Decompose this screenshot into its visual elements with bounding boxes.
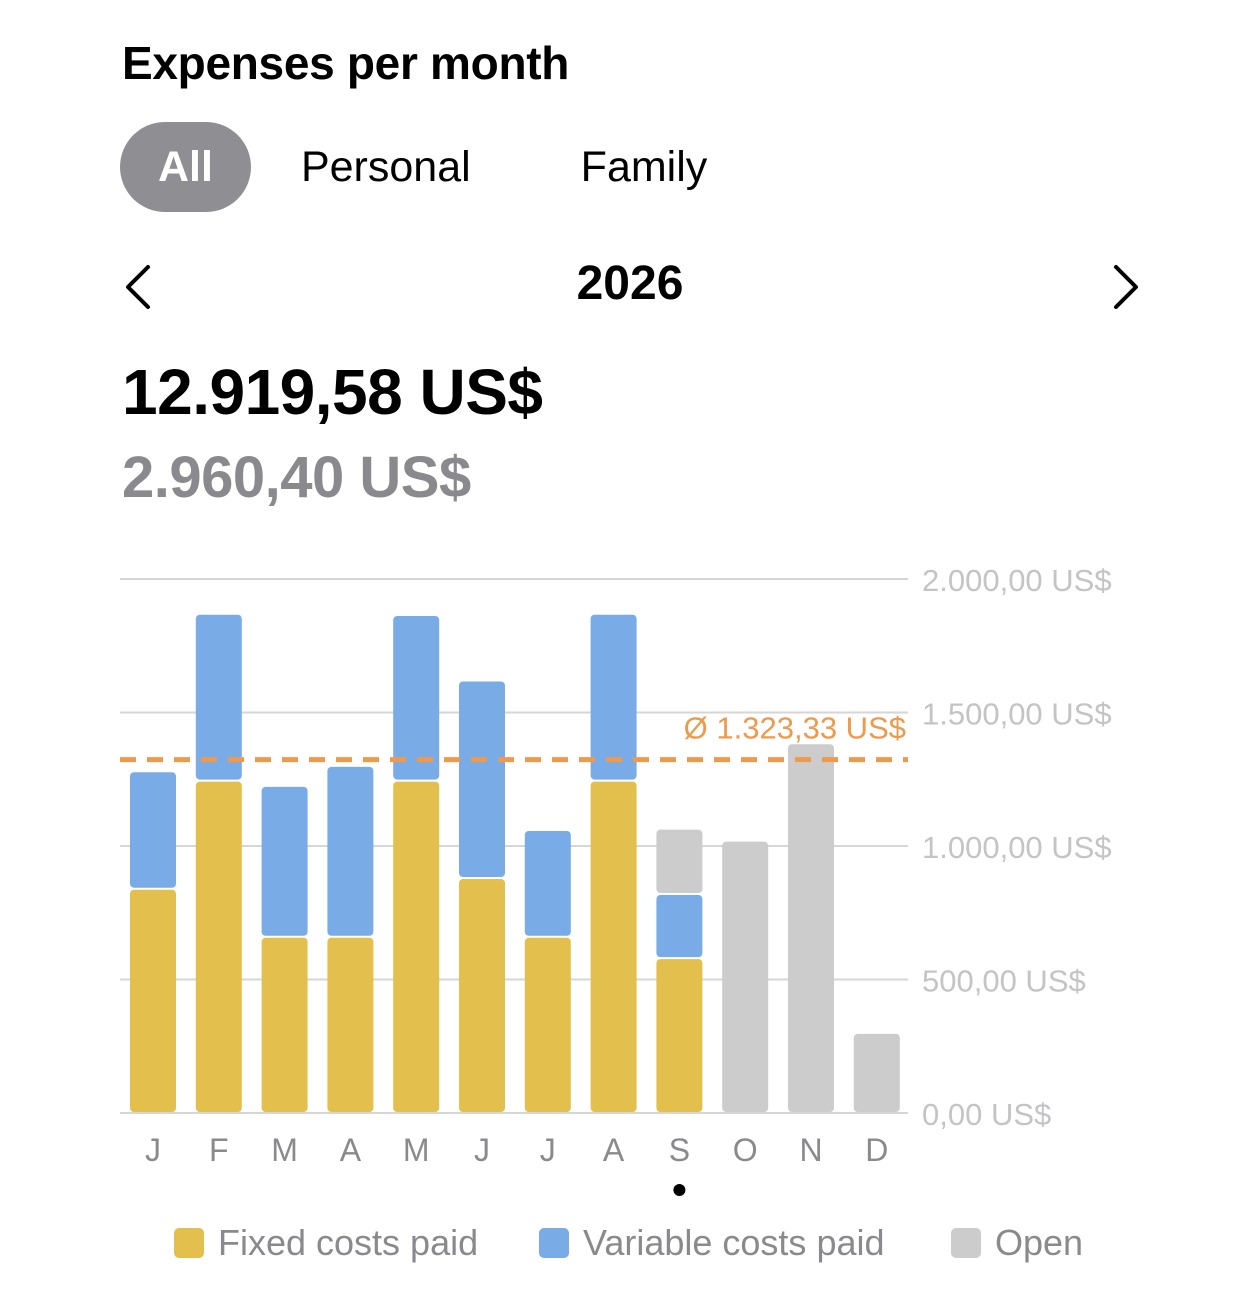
x-tick-label: A — [340, 1132, 362, 1168]
segment-family[interactable]: Family — [580, 143, 708, 191]
x-tick-label: J — [474, 1132, 490, 1168]
bar-segment — [195, 781, 242, 1112]
x-tick-label: M — [271, 1132, 298, 1168]
bar-segment — [459, 681, 505, 878]
legend-label-open: Open — [995, 1222, 1084, 1263]
y-tick-label: 500,00 US$ — [922, 964, 1086, 999]
x-tick-label: O — [733, 1132, 758, 1168]
bar-segment — [788, 744, 834, 1112]
legend-label-fixed: Fixed costs paid — [218, 1222, 479, 1263]
bar-segment — [853, 1033, 900, 1112]
legend-label-variable: Variable costs paid — [583, 1222, 885, 1263]
x-tick-label: S — [669, 1132, 690, 1168]
bar-segment — [524, 937, 571, 1112]
x-tick-label: J — [540, 1132, 556, 1168]
legend-item-variable: Variable costs paid — [539, 1222, 885, 1264]
x-tick-label: J — [145, 1132, 161, 1168]
expenses-bar-chart: 0,00 US$ 500,00 US$ 1.000,00 US$ 1.500,00 U… — [120, 563, 1112, 1196]
chart-legend: Fixed costs paid Variable costs paid Ope… — [0, 1222, 1260, 1268]
legend-item-fixed: Fixed costs paid — [174, 1222, 478, 1264]
bar-segment — [459, 879, 505, 1112]
bar-segment — [130, 772, 176, 888]
bar-segment — [656, 959, 703, 1112]
year-navigator: 2026 — [0, 250, 1260, 322]
bar-segment — [327, 937, 374, 1112]
x-tick-label: D — [865, 1132, 888, 1168]
x-tick-label: F — [209, 1132, 229, 1168]
chevron-left-icon[interactable] — [118, 262, 158, 312]
bar-segment — [261, 937, 308, 1112]
legend-swatch-variable — [539, 1228, 569, 1258]
chart-grid: 0,00 US$ 500,00 US$ 1.000,00 US$ 1.500,00 U… — [120, 563, 1112, 1132]
average-line-group: Ø 1.323,33 US$ — [120, 711, 908, 763]
selected-month-indicator — [673, 1184, 686, 1196]
bar-segment — [656, 829, 703, 894]
x-tick-label: N — [799, 1132, 822, 1168]
bar-segment — [393, 781, 440, 1112]
bar-segment — [327, 766, 374, 936]
legend-swatch-fixed — [174, 1228, 204, 1258]
y-tick-label: 1.000,00 US$ — [922, 830, 1112, 865]
bar-segment — [656, 895, 703, 958]
bar-segment — [195, 614, 242, 780]
year-label: 2026 — [576, 257, 684, 310]
x-tick-label: A — [603, 1132, 625, 1168]
bar-segment — [261, 786, 308, 936]
bar-segment — [590, 781, 637, 1112]
secondary-amount: 2.960,40 US$ — [122, 445, 471, 510]
bar-segment — [722, 841, 769, 1112]
segment-personal[interactable]: Personal — [300, 143, 471, 191]
total-amount: 12.919,58 US$ — [122, 356, 543, 428]
bar-segment — [393, 616, 440, 780]
x-tick-label: M — [403, 1132, 430, 1168]
bar-segment — [130, 889, 176, 1112]
average-label: Ø 1.323,33 US$ — [684, 711, 906, 746]
page-title: Expenses per month — [122, 37, 570, 89]
y-tick-label: 0,00 US$ — [922, 1097, 1051, 1132]
chevron-right-icon[interactable] — [1106, 262, 1146, 312]
segment-all[interactable]: All — [120, 122, 251, 212]
bar-segment — [590, 614, 637, 780]
filter-segmented-control: All Personal Family — [120, 122, 745, 212]
y-tick-label: 1.500,00 US$ — [922, 697, 1112, 732]
legend-item-open: Open — [951, 1222, 1083, 1264]
chart-bars — [130, 614, 900, 1112]
y-tick-label: 2.000,00 US$ — [922, 563, 1112, 598]
bar-segment — [524, 830, 571, 936]
legend-swatch-open — [951, 1228, 981, 1258]
